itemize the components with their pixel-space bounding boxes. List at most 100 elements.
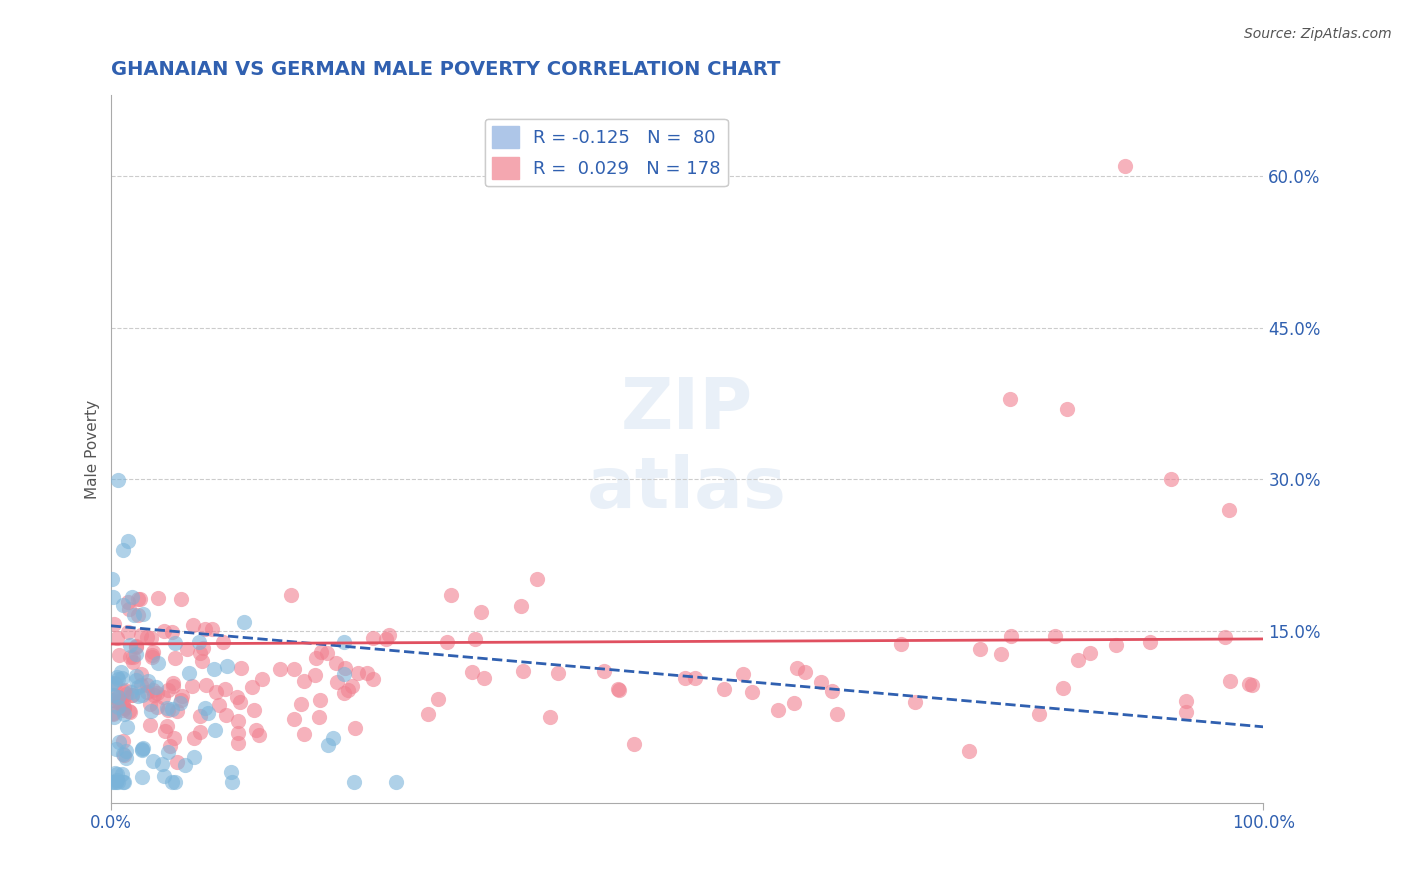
Germans [188,646,211,660]
Ghanaians [162,702,184,716]
Germans [152,690,174,704]
Germans [593,664,616,678]
Germans [139,697,162,711]
Germans [440,588,463,602]
Germans [214,681,236,696]
Germans [308,709,330,723]
Germans [606,681,628,696]
Ghanaians [105,773,128,788]
Germans [361,672,384,686]
Ghanaians [131,743,153,757]
Germans [139,632,162,646]
Ghanaians [332,635,354,649]
Ghanaians [104,775,127,789]
Germans [112,683,135,698]
Germans [125,640,148,654]
Germans [969,641,991,656]
Germans [1028,706,1050,721]
Germans [208,698,231,712]
Germans [1175,693,1198,707]
Germans [269,662,291,676]
Germans [326,675,349,690]
Germans [793,665,815,679]
Ghanaians [100,677,122,691]
Germans [344,721,367,735]
Germans [121,688,143,702]
Germans [1241,678,1264,692]
Ghanaians [112,706,135,721]
Germans [156,703,179,717]
Germans [766,703,789,717]
Germans [1237,677,1260,691]
Germans [378,628,401,642]
Germans [290,697,312,711]
Germans [416,707,439,722]
Germans [160,625,183,640]
Germans [156,719,179,733]
Ghanaians [105,767,128,781]
Germans [107,690,129,704]
Germans [464,632,486,646]
Germans [103,688,125,702]
Germans [683,671,706,685]
Germans [229,695,252,709]
Germans [193,641,215,656]
Ghanaians [132,607,155,621]
Germans [547,666,569,681]
Germans [103,616,125,631]
Germans [142,683,165,698]
Ghanaians [332,667,354,681]
Ghanaians [107,672,129,686]
Germans [340,680,363,694]
Germans [135,678,157,692]
Germans [1219,673,1241,688]
Germans [1000,629,1022,643]
Ghanaians [101,675,124,690]
Germans [115,687,138,701]
Germans [111,734,134,748]
Ghanaians [187,635,209,649]
Ghanaians [384,775,406,789]
Ghanaians [136,673,159,688]
Ghanaians [316,739,339,753]
Text: GHANAIAN VS GERMAN MALE POVERTY CORRELATION CHART: GHANAIAN VS GERMAN MALE POVERTY CORRELAT… [111,60,780,78]
Germans [112,703,135,717]
Germans [118,705,141,719]
Ghanaians [111,671,134,685]
Germans [226,736,249,750]
Germans [183,731,205,745]
Germans [280,588,302,602]
Ghanaians [221,765,243,780]
Germans [148,591,170,606]
Germans [129,678,152,692]
Germans [112,701,135,715]
Ghanaians [183,750,205,764]
Germans [112,695,135,709]
Germans [170,592,193,607]
Ghanaians [125,647,148,661]
Ghanaians [110,665,132,680]
Ghanaians [125,673,148,687]
Germans [375,632,398,646]
Germans [121,688,143,702]
Germans [127,591,149,606]
Ghanaians [101,591,124,605]
Germans [1105,638,1128,652]
Germans [129,628,152,642]
Ghanaians [108,735,131,749]
Germans [201,622,224,636]
Germans [136,630,159,644]
Ghanaians [177,666,200,681]
Germans [170,693,193,707]
Ghanaians [142,754,165,768]
Ghanaians [101,775,124,789]
Germans [304,667,326,681]
Germans [247,727,270,741]
Text: ZIP
atlas: ZIP atlas [588,375,787,524]
Germans [623,737,645,751]
Germans [103,675,125,690]
Germans [1213,631,1236,645]
Ghanaians [232,615,254,629]
Ghanaians [322,731,344,745]
Germans [170,689,193,703]
